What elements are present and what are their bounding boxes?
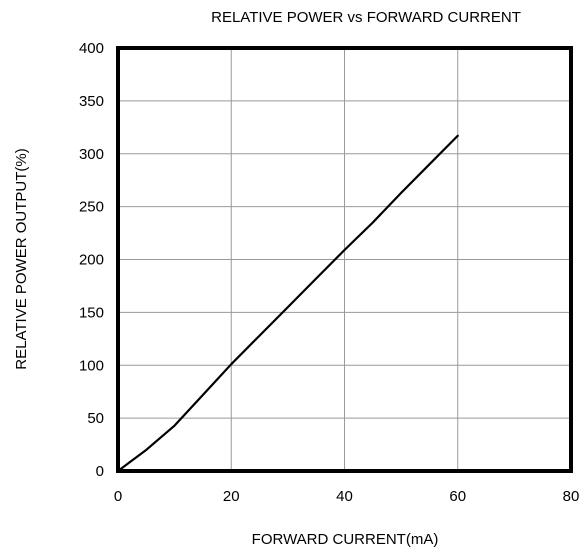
x-tick-label: 0 bbox=[114, 488, 122, 505]
y-tick-label: 250 bbox=[79, 199, 104, 216]
series-layer bbox=[116, 134, 459, 473]
y-tick-label: 50 bbox=[87, 410, 104, 427]
y-tick-label: 100 bbox=[79, 357, 104, 374]
x-tick-label: 60 bbox=[449, 488, 466, 505]
chart-title: RELATIVE POWER vs FORWARD CURRENT bbox=[211, 9, 521, 26]
x-tick-labels: 0 20 40 60 80 bbox=[114, 488, 580, 505]
x-axis-label: FORWARD CURRENT(mA) bbox=[252, 531, 439, 548]
y-tick-label: 350 bbox=[79, 93, 104, 110]
y-tick-label: 150 bbox=[79, 304, 104, 321]
y-tick-labels: 0 50 100 150 200 250 300 350 400 bbox=[79, 40, 104, 480]
y-tick-label: 0 bbox=[96, 463, 104, 480]
y-tick-label: 200 bbox=[79, 252, 104, 269]
grid-lines bbox=[118, 48, 571, 471]
y-tick-label: 400 bbox=[79, 40, 104, 57]
y-tick-label: 300 bbox=[79, 146, 104, 163]
x-tick-label: 20 bbox=[223, 488, 240, 505]
y-axis-label: RELATIVE POWER OUTPUT(%) bbox=[13, 148, 30, 369]
series-line bbox=[116, 134, 459, 473]
x-tick-label: 80 bbox=[563, 488, 580, 505]
x-tick-label: 40 bbox=[336, 488, 353, 505]
plot-frame bbox=[116, 46, 573, 473]
